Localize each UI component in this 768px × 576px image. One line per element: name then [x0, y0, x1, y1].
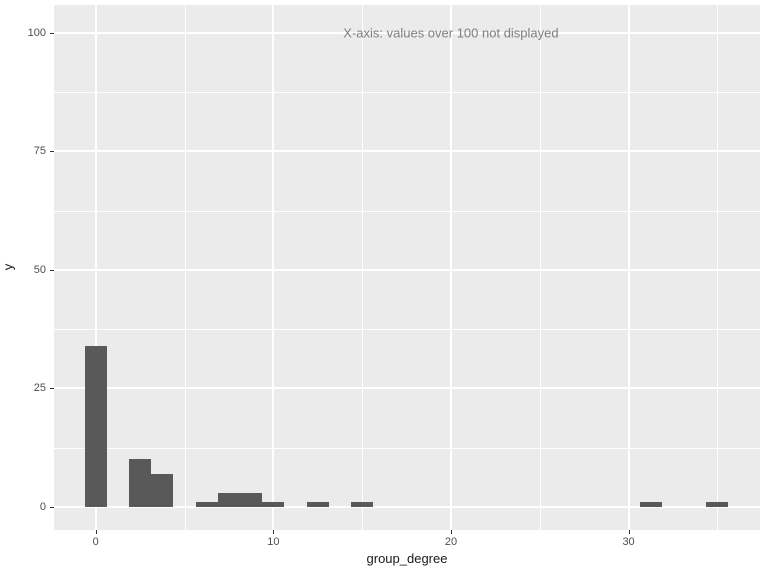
major-gridline-vertical: [449, 5, 452, 530]
major-gridline-horizontal: [54, 150, 760, 153]
y-axis-title: y: [0, 263, 16, 271]
major-gridline-vertical: [272, 5, 275, 530]
minor-gridline-vertical: [717, 5, 719, 530]
histogram-bar: [151, 473, 174, 507]
major-gridline-horizontal: [54, 268, 760, 271]
y-tick-label: 50: [33, 263, 46, 276]
minor-gridline-horizontal: [54, 329, 760, 331]
major-gridline-horizontal: [54, 387, 760, 390]
minor-gridline-vertical: [539, 5, 541, 530]
histogram-bar: [84, 345, 107, 507]
y-tick-label: 100: [27, 26, 46, 39]
minor-gridline-horizontal: [54, 210, 760, 212]
x-axis-title: group_degree: [366, 551, 448, 566]
x-tick-mark: [628, 530, 630, 534]
y-tick-mark: [50, 151, 54, 153]
major-gridline-vertical: [627, 5, 630, 530]
histogram-bar: [262, 502, 285, 507]
x-tick-mark: [450, 530, 452, 534]
y-tick-label: 75: [33, 145, 46, 158]
major-gridline-horizontal: [54, 31, 760, 34]
x-axis: 0 10 20 30: [54, 530, 760, 556]
histogram-bar: [351, 502, 374, 507]
x-tick-mark: [273, 530, 275, 534]
annotation-text: X-axis: values over 100 not displayed: [343, 25, 559, 41]
x-tick-label: 30: [622, 536, 635, 548]
y-tick-mark: [50, 506, 54, 508]
y-tick-label: 0: [39, 500, 46, 513]
histogram-bar: [195, 502, 218, 507]
y-tick-label: 25: [33, 382, 46, 395]
x-tick-label: 0: [92, 536, 99, 548]
minor-gridline-horizontal: [54, 447, 760, 449]
major-gridline-horizontal: [54, 505, 760, 508]
major-gridline-vertical: [94, 5, 97, 530]
histogram-bar: [639, 502, 662, 507]
histogram-bar: [240, 492, 263, 507]
minor-gridline-vertical: [184, 5, 186, 530]
x-tick-label: 10: [267, 536, 280, 548]
y-tick-mark: [50, 388, 54, 390]
y-tick-mark: [50, 269, 54, 271]
y-tick-mark: [50, 32, 54, 34]
minor-gridline-vertical: [362, 5, 364, 530]
histogram-bar: [129, 459, 152, 507]
histogram-bar: [217, 492, 241, 507]
y-axis: 0 25 50 75 100: [0, 5, 54, 530]
plot-panel: X-axis: values over 100 not displayed: [54, 5, 760, 530]
x-tick-label: 20: [444, 536, 458, 548]
histogram-bar: [706, 502, 729, 507]
x-tick-mark: [95, 530, 97, 534]
histogram-bar: [306, 502, 329, 507]
minor-gridline-horizontal: [54, 92, 760, 94]
